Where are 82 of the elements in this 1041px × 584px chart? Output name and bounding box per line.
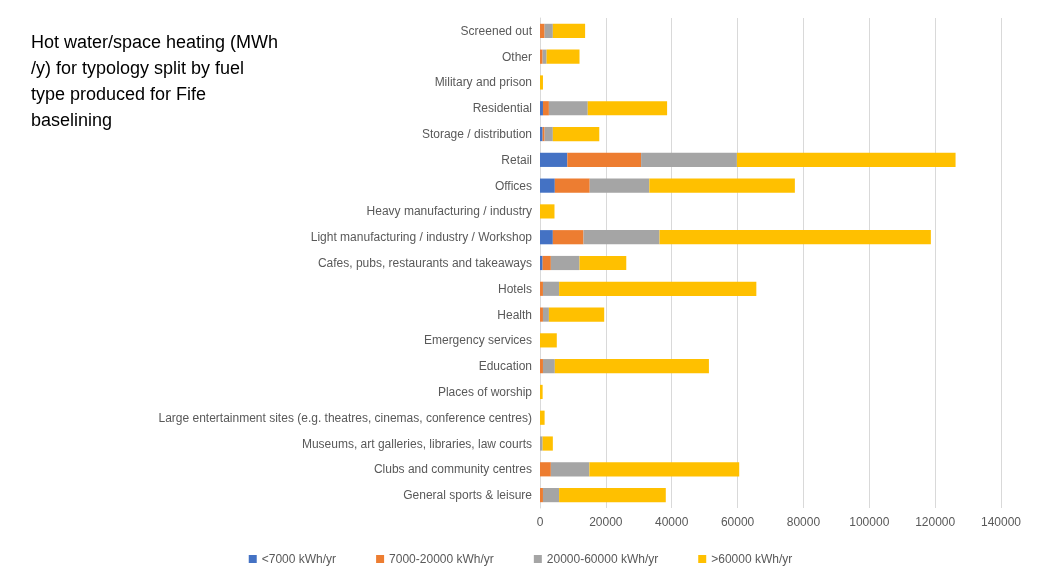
- y-tick-label: Cafes, pubs, restaurants and takeaways: [317, 256, 532, 270]
- bar: [552, 23, 586, 38]
- bar: [540, 255, 543, 271]
- y-tick-label: Residential: [472, 101, 532, 116]
- y-tick-label: Places of worship: [437, 384, 533, 399]
- y-tick-label: Clubs and community centres: [373, 462, 532, 477]
- bar: [589, 178, 650, 193]
- bar: [542, 488, 560, 503]
- x-tick-label: 60000: [720, 515, 755, 529]
- bar: [542, 49, 547, 64]
- bar: [542, 307, 549, 322]
- bar: [649, 178, 795, 193]
- bar: [550, 462, 590, 477]
- bar: [583, 230, 660, 245]
- bar: [542, 359, 555, 374]
- y-tick-label: Large entertainment sites (e.g. theatres, cinemas, conference centres): [158, 410, 532, 425]
- bar: [554, 178, 590, 193]
- bar: [542, 101, 549, 116]
- bar: [540, 152, 568, 167]
- y-tick-label: Education: [478, 359, 532, 374]
- legend-label: 7000-20000 kWh/yr: [389, 552, 494, 566]
- y-tick-label: Health: [497, 307, 532, 322]
- y-tick-label: Museums, art galleries, libraries, law courts: [301, 436, 532, 451]
- bar: [554, 359, 709, 374]
- bar: [540, 410, 545, 425]
- x-tick-label: 100000: [849, 515, 890, 529]
- bar: [540, 359, 543, 374]
- y-tick-label: Storage / distribution: [421, 127, 532, 142]
- bar: [540, 281, 543, 296]
- bar: [552, 230, 584, 245]
- legend-label: >60000 kWh/yr: [711, 552, 793, 566]
- bar: [550, 255, 580, 271]
- bar: [540, 204, 555, 219]
- bar: [540, 230, 553, 245]
- y-tick-label: Other: [501, 49, 532, 64]
- bar: [548, 101, 588, 116]
- x-tick-label: 0: [536, 515, 544, 529]
- y-tick-label: Heavy manufacturing / industry: [366, 204, 532, 219]
- bar: [540, 333, 557, 348]
- bar: [589, 462, 740, 477]
- bar: [567, 152, 642, 167]
- bar: [540, 75, 543, 90]
- bar: [579, 255, 627, 271]
- bar: [548, 307, 605, 322]
- bar: [540, 384, 543, 400]
- bar: [540, 488, 543, 503]
- bar: [540, 178, 555, 193]
- legend-label: <7000 kWh/yr: [261, 552, 337, 566]
- x-tick-label: 140000: [980, 515, 1022, 529]
- y-tick-label: Retail: [501, 152, 532, 167]
- x-tick-label: 40000: [655, 515, 689, 529]
- x-tick-label: 120000: [915, 515, 956, 529]
- legend-label: 20000-60000 kWh/yr: [546, 552, 659, 566]
- bar: [540, 307, 543, 322]
- bar: [641, 152, 737, 167]
- bar: [736, 152, 956, 167]
- y-tick-label: Screened out: [460, 23, 533, 38]
- y-tick-label: Light manufacturing / industry / Workshop: [310, 230, 533, 245]
- y-tick-label: Offices: [494, 178, 532, 193]
- bar: [542, 255, 551, 271]
- y-tick-label: Hotels: [497, 281, 532, 296]
- bar: [659, 230, 931, 245]
- bar: [559, 281, 757, 296]
- bar: [559, 488, 666, 503]
- bar: [544, 126, 553, 142]
- bar: [540, 49, 543, 64]
- bar: [540, 23, 545, 38]
- x-tick-label: 80000: [786, 515, 821, 529]
- text: Hot water/space heating (MWh/y) for typology split by fuel type produced for Fife baselining: [31, 32, 279, 130]
- y-tick-label: Military and prison: [434, 75, 532, 90]
- x-tick-label: 20000: [589, 515, 623, 529]
- bar: [542, 281, 560, 296]
- bar: [540, 101, 543, 116]
- bar: [542, 436, 553, 451]
- y-tick-label: Emergency services: [423, 333, 532, 348]
- bar: [544, 23, 553, 38]
- bar: [546, 49, 580, 64]
- bar: [587, 101, 668, 116]
- bar: [540, 436, 543, 451]
- bar: [552, 126, 600, 142]
- y-tick-label: General sports & leisure: [403, 488, 533, 503]
- bar: [540, 462, 551, 477]
